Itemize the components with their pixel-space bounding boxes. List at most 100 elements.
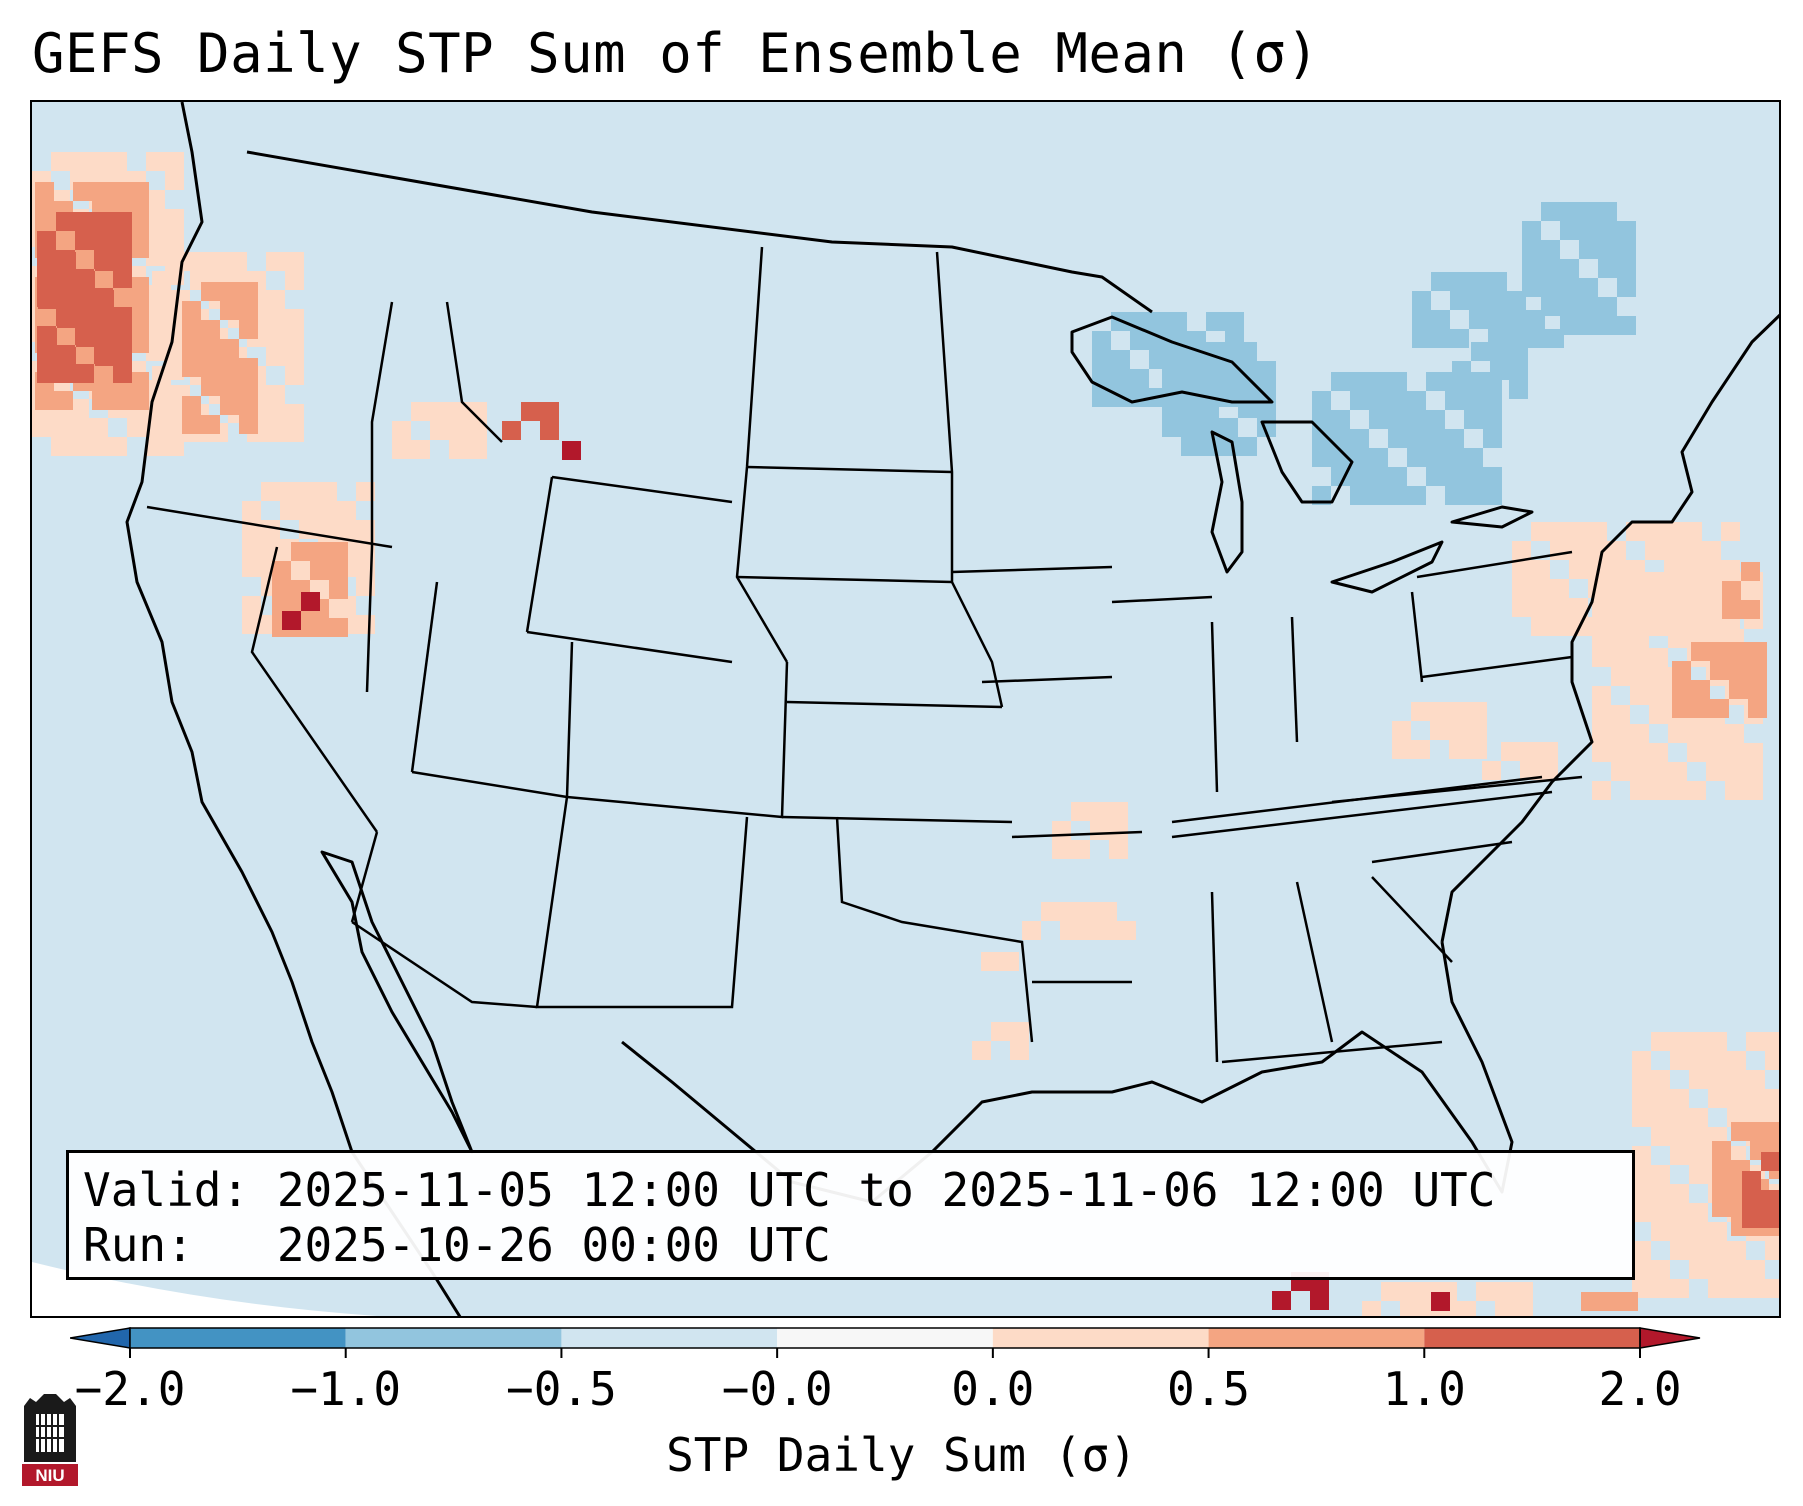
anomaly-cell (337, 596, 356, 615)
anomaly-cell (1630, 648, 1649, 667)
anomaly-cell (1331, 448, 1350, 467)
anomaly-cell (1022, 921, 1041, 940)
state-line-nd-sd (746, 465, 953, 474)
anomaly-cell (430, 402, 449, 421)
anomaly-cell (1668, 629, 1687, 648)
anomaly-cell (1522, 221, 1541, 240)
anomaly-cell (1727, 1260, 1746, 1279)
anomaly-cell (1550, 598, 1569, 617)
anomaly-cell (94, 212, 113, 231)
anomaly-cell (1060, 902, 1079, 921)
anomaly-cell (1708, 1051, 1727, 1070)
anomaly-cell (1712, 1198, 1731, 1217)
anomaly-cell (113, 326, 132, 345)
anomaly-cell (449, 440, 468, 459)
anomaly-cell (1670, 1089, 1689, 1108)
anomaly-cell (1200, 361, 1219, 380)
anomaly-cell (1617, 221, 1636, 240)
anomaly-cell (1765, 1089, 1779, 1108)
anomaly-cell (318, 520, 337, 539)
anomaly-cell (1725, 743, 1744, 762)
state-line-nv-ut (410, 581, 439, 773)
anomaly-cell (1742, 1171, 1761, 1190)
anomaly-cell (1668, 610, 1687, 629)
anomaly-cell (1630, 724, 1649, 743)
anomaly-cell (299, 501, 318, 520)
anomaly-cell (1257, 361, 1276, 380)
anomaly-cell (1450, 329, 1469, 348)
anomaly-cell (1651, 1260, 1670, 1279)
canada-border (246, 150, 1153, 314)
anomaly-cell (261, 482, 280, 501)
anomaly-cell (1649, 705, 1668, 724)
anomaly-cell (1744, 781, 1763, 800)
anomaly-cell (152, 290, 171, 309)
anomaly-cell (1708, 1070, 1727, 1089)
anomaly-cell (1162, 418, 1181, 437)
anomaly-cell (1522, 240, 1541, 259)
anomaly-cell (1545, 329, 1564, 348)
anomaly-cell (152, 309, 171, 328)
anomaly-cell (1457, 1301, 1476, 1316)
state-line-wi-il (1111, 595, 1213, 604)
anomaly-cell (37, 364, 56, 383)
map-panel[interactable] (30, 100, 1781, 1318)
anomaly-cell (113, 307, 132, 326)
anomaly-cell (228, 252, 247, 271)
anomaly-cell (1651, 1165, 1670, 1184)
anomaly-cell (1649, 667, 1668, 686)
anomaly-cell (201, 415, 220, 434)
anomaly-cell (1626, 522, 1645, 541)
anomaly-cell (1541, 297, 1560, 316)
anomaly-cell (1687, 781, 1706, 800)
anomaly-cell (111, 391, 130, 410)
anomaly-cell (310, 542, 329, 561)
anomaly-cell (1560, 316, 1579, 335)
colorbar-segment (130, 1328, 346, 1348)
anomaly-cell (1649, 762, 1668, 781)
anomaly-cell (1531, 598, 1550, 617)
anomaly-cell (1350, 467, 1369, 486)
anomaly-cell (1130, 388, 1149, 407)
anomaly-cell (130, 201, 149, 220)
anomaly-cell (1569, 560, 1588, 579)
state-line-pa-ny (1416, 550, 1573, 579)
anomaly-cell (1488, 291, 1507, 310)
anomaly-cell (1592, 686, 1611, 705)
anomaly-cell (1651, 1127, 1670, 1146)
baja-peninsula (320, 850, 474, 1154)
anomaly-cell (1431, 1292, 1450, 1311)
anomaly-cell (1712, 1141, 1731, 1160)
anomaly-cell (1092, 350, 1111, 369)
anomaly-cell (1611, 572, 1630, 591)
colorbar-tick-label: −1.0 (290, 1362, 402, 1416)
anomaly-cell (73, 182, 92, 201)
anomaly-cell (1392, 721, 1411, 740)
anomaly-cell (449, 402, 468, 421)
anomaly-cell (1450, 272, 1469, 291)
anomaly-cell (1632, 1051, 1651, 1070)
anomaly-cell (1689, 1222, 1708, 1241)
anomaly-cell (1727, 1070, 1746, 1089)
anomaly-cell (1464, 410, 1483, 429)
anomaly-cell (280, 501, 299, 520)
anomaly-cell (1130, 331, 1149, 350)
map-svg (32, 102, 1779, 1316)
state-line-wa-or (146, 505, 393, 549)
anomaly-cell (1598, 202, 1617, 221)
run-time-text: Run: 2025-10-26 00:00 UTC (83, 1218, 831, 1272)
anomaly-cell (1520, 742, 1539, 761)
anomaly-cell (1579, 240, 1598, 259)
anomaly-cell (1312, 429, 1331, 448)
anomaly-cell (1090, 802, 1109, 821)
anomaly-cell (1592, 591, 1611, 610)
anomaly-cell (1725, 762, 1744, 781)
anomaly-cell (1748, 699, 1767, 718)
anomaly-cell (266, 347, 285, 366)
anomaly-cell (1632, 1108, 1651, 1127)
anomaly-cell (38, 328, 57, 347)
anomaly-cell (1664, 522, 1683, 541)
anomaly-cell (38, 290, 57, 309)
state-line-ks-ok (781, 815, 1013, 824)
anomaly-cell (1111, 369, 1130, 388)
